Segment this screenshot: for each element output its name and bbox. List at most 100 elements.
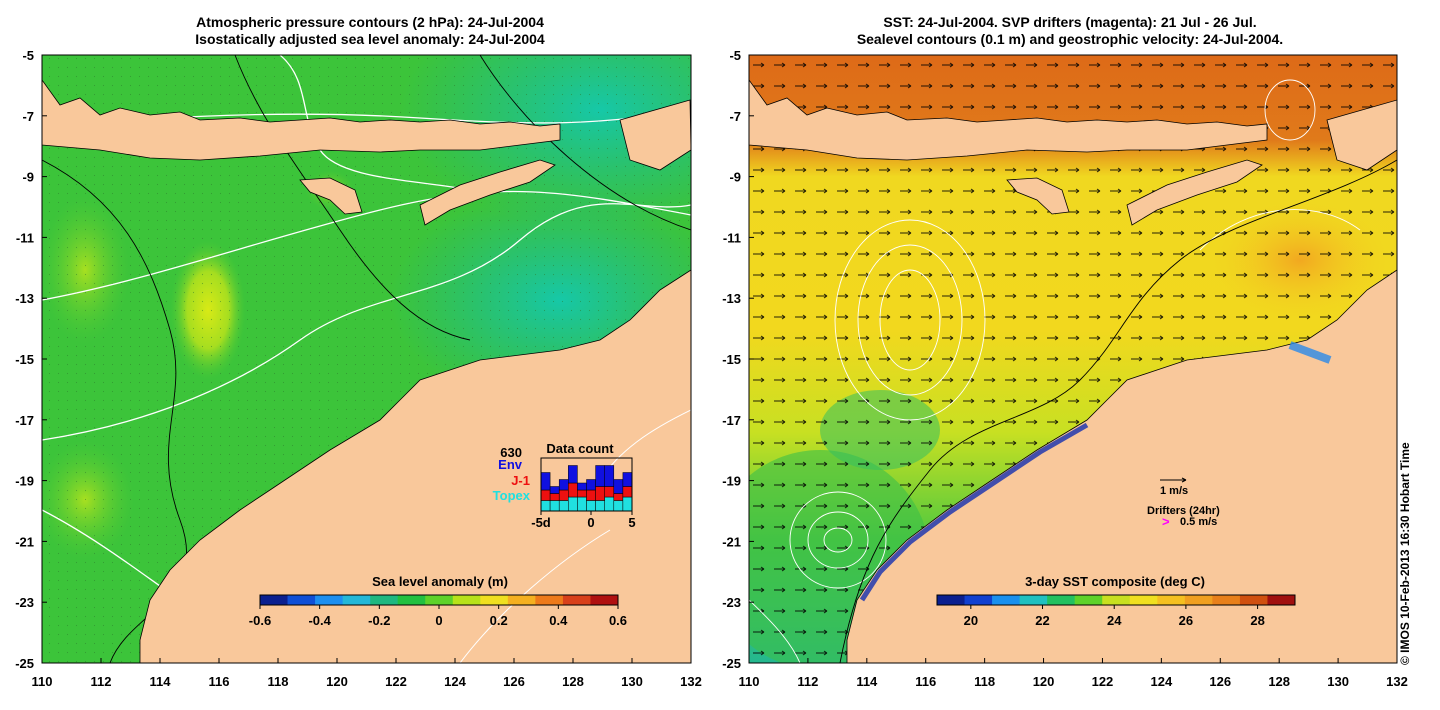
right-lat-tick-label: -13 (722, 291, 741, 306)
left-map (42, 55, 691, 663)
data-count-bar-j1 (568, 482, 578, 498)
right-colorbar-swatch (1019, 595, 1048, 605)
left-lat-tick-label: -25 (15, 656, 34, 671)
data-count-bar-topex (540, 500, 551, 512)
data-count-bar-env (595, 465, 605, 487)
right-lat-tick-label: -15 (722, 352, 741, 367)
timor-island-land (419, 159, 556, 226)
right-lon-tick-label: 130 (1327, 674, 1349, 689)
right-lon-tick-label: 126 (1209, 674, 1231, 689)
data-count-bar-env (622, 472, 633, 487)
right-lat-tick-label: -25 (722, 656, 741, 671)
data-count-bar-topex (622, 496, 633, 512)
left-title-line2: Isostatically adjusted sea level anomaly… (195, 31, 545, 47)
left-colorbar-swatch (535, 595, 564, 605)
cold-coastal-band (859, 422, 1089, 602)
right-lat-axis: -5 -7 -9 -11 -13 -15 -17 -19 -21 -23 -25 (722, 48, 754, 671)
data-count-bar-env (558, 479, 569, 491)
data-count-bar-env (540, 472, 551, 491)
data-count-bar-topex (558, 500, 569, 512)
left-panel-title: Atmospheric pressure contours (2 hPa): 2… (40, 14, 700, 48)
right-colorbar-swatch (1129, 595, 1158, 605)
data-count-bars (540, 465, 633, 512)
left-colorbar-swatch (260, 595, 289, 605)
right-lon-tick-label: 116 (915, 674, 936, 689)
left-lon-tick-label: 114 (150, 674, 172, 689)
velocity-scale-label: 1 m/s (1160, 485, 1188, 497)
left-colorbar-swatch (342, 595, 371, 605)
left-colorbar-swatches (260, 595, 619, 605)
right-colorbar-swatch (1157, 595, 1186, 605)
data-count-bar-topex (568, 496, 578, 512)
left-colorbar-tick-label: -0.4 (308, 613, 331, 628)
left-lat-tick-label: -23 (15, 595, 34, 610)
right-colorbar-frame (936, 594, 1296, 606)
left-lon-tick-label: 128 (562, 674, 584, 689)
data-count-bar-topex (586, 500, 596, 512)
sumba-island-land-right (1006, 177, 1070, 215)
right-title-line1: SST: 24-Jul-2004. SVP drifters (magenta)… (883, 14, 1257, 30)
australia-land (139, 269, 691, 663)
right-lon-tick-label: 132 (1386, 674, 1408, 689)
left-lon-tick-label: 122 (385, 674, 407, 689)
right-map (749, 55, 1397, 663)
left-colorbar-ticks: -0.6 -0.4 -0.2 0 0.2 0.4 0.6 (249, 605, 627, 628)
sealevel-contours (749, 79, 1361, 663)
data-count-inset: Data count 630 Env J-1 Topex -5d 0 5 (493, 441, 636, 530)
left-lon-tick-label: 124 (444, 674, 466, 689)
drifter-legend-title: Drifters (24hr) (1147, 505, 1220, 517)
right-lon-tick-label: 124 (1151, 674, 1173, 689)
timor-island-land-right (1126, 159, 1263, 226)
right-lat-tick-label: -7 (729, 109, 741, 124)
right-lat-tick-label: -21 (722, 534, 741, 549)
right-colorbar: 3-day SST composite (deg C) 20 22 24 26 28 (936, 574, 1296, 628)
right-colorbar-title: 3-day SST composite (deg C) (1025, 574, 1205, 589)
right-lon-tick-label: 118 (974, 674, 995, 689)
right-colorbar-swatches (937, 595, 1296, 605)
data-count-bar-j1 (549, 493, 560, 501)
right-colorbar-tick-label: 26 (1179, 613, 1193, 628)
data-count-title: Data count (546, 441, 614, 456)
left-lat-tick-label: -17 (15, 413, 34, 428)
right-lat-tick-label: -23 (722, 595, 741, 610)
left-lon-tick-label: 116 (209, 674, 230, 689)
left-lon-tick-label: 132 (680, 674, 702, 689)
data-count-bar-env (586, 479, 596, 491)
right-lon-tick-label: 110 (739, 674, 760, 689)
left-colorbar-tick-label: 0 (435, 613, 442, 628)
drifter-legend-value: 0.5 m/s (1180, 516, 1217, 528)
left-lat-tick-label: -13 (15, 291, 34, 306)
right-colorbar-swatch (1102, 595, 1131, 605)
data-count-bar-j1 (540, 489, 551, 501)
left-colorbar-tick-label: -0.2 (368, 613, 390, 628)
right-colorbar-swatch (1267, 595, 1296, 605)
right-colorbar-swatch (937, 595, 966, 605)
australia-land-right (846, 269, 1397, 663)
right-colorbar-swatch (1184, 595, 1213, 605)
data-count-bar-j1 (604, 486, 615, 498)
data-count-bar-topex (595, 500, 605, 512)
lesser-sunda-islands-land (42, 79, 561, 161)
left-colorbar-tick-label: -0.6 (249, 613, 271, 628)
left-lat-tick-label: -7 (22, 109, 34, 124)
data-count-frame (540, 457, 633, 512)
right-lon-axis: 110 112 114 116 118 120 122 124 126 128 130 132 (739, 658, 1408, 689)
data-count-bar-topex (613, 500, 624, 512)
right-lat-tick-label: -19 (722, 474, 741, 489)
lesser-sunda-islands-land-right (749, 79, 1268, 161)
left-landmass (42, 79, 691, 663)
right-colorbar-swatch (1212, 595, 1241, 605)
right-lon-tick-label: 120 (1033, 674, 1055, 689)
sumba-island-land (299, 177, 363, 215)
left-lon-tick-label: 112 (91, 674, 112, 689)
left-lon-tick-label: 118 (268, 674, 289, 689)
right-colorbar-ticks: 20 22 24 26 28 (964, 605, 1265, 628)
data-count-bar-env (568, 465, 578, 484)
left-lat-tick-label: -19 (15, 474, 34, 489)
right-lat-tick-label: -11 (723, 230, 741, 245)
right-lat-tick-label: -17 (722, 413, 741, 428)
right-colorbar-swatch (1239, 595, 1268, 605)
right-lon-tick-label: 122 (1092, 674, 1114, 689)
data-count-bar-j1 (586, 489, 596, 501)
